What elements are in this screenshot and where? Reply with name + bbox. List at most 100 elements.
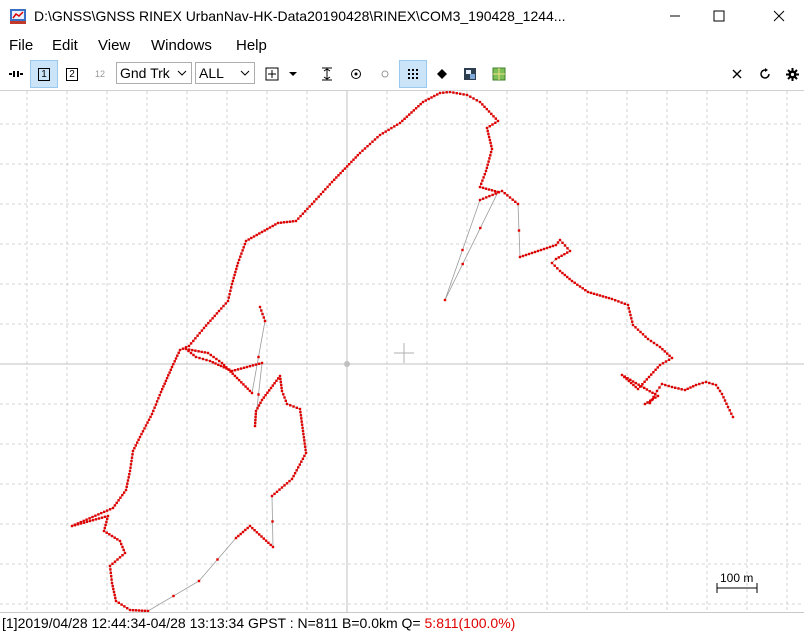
show-circle-icon[interactable] — [371, 60, 399, 88]
show-map-icon[interactable] — [485, 60, 513, 88]
connect-icon[interactable] — [2, 60, 30, 88]
track-point — [371, 140, 374, 143]
menu-view[interactable]: View — [98, 37, 131, 54]
track-point — [636, 328, 640, 331]
track-point — [130, 459, 133, 463]
track-point — [100, 511, 103, 515]
track-point — [233, 273, 236, 277]
show-points-icon[interactable] — [428, 60, 456, 88]
ground-track-canvas[interactable]: 100 m — [0, 83, 804, 613]
track-point — [144, 424, 148, 427]
track-point — [321, 190, 325, 193]
track-point — [310, 202, 314, 206]
track-point — [298, 407, 302, 411]
track-point — [403, 117, 406, 120]
show-center-icon[interactable] — [342, 60, 370, 88]
track-point — [197, 350, 200, 353]
track-point — [620, 301, 623, 304]
show-image-icon[interactable] — [456, 60, 484, 88]
menu-edit[interactable]: Edit — [52, 37, 78, 54]
ground-track-plot[interactable]: 100 m — [0, 83, 804, 613]
track-point — [262, 537, 265, 540]
track-point — [730, 412, 733, 415]
track-point — [617, 300, 620, 303]
clear-icon[interactable] — [723, 60, 751, 88]
track-point — [354, 156, 357, 159]
track-point — [126, 479, 130, 482]
solution-12-button[interactable]: 12 — [86, 60, 114, 88]
menu-windows[interactable]: Windows — [151, 37, 212, 54]
track-point — [105, 520, 108, 524]
track-point — [298, 463, 301, 466]
track-point — [154, 403, 158, 406]
track-point — [654, 368, 657, 371]
track-point — [317, 195, 320, 198]
solution-1-label: 1 — [38, 67, 50, 81]
track-point — [82, 521, 86, 524]
dropdown-arrow-icon[interactable] — [282, 60, 304, 88]
track-point — [116, 558, 119, 561]
close-button[interactable] — [756, 0, 802, 32]
track-point — [648, 390, 651, 393]
track-point — [652, 395, 655, 399]
track-point — [472, 97, 475, 100]
track-point — [484, 169, 488, 173]
track-point — [121, 493, 124, 497]
solution-2-button[interactable]: 2 — [58, 60, 86, 88]
solution-1-button[interactable]: 1 — [30, 60, 58, 88]
track-point — [202, 326, 206, 330]
track-point — [291, 220, 295, 223]
track-point — [614, 299, 617, 302]
track-point — [561, 271, 564, 275]
track-point — [500, 189, 504, 193]
track-point — [268, 389, 271, 392]
maximize-button[interactable] — [696, 0, 742, 32]
track-point — [97, 513, 100, 516]
minimize-button[interactable] — [652, 0, 698, 32]
track-point — [277, 377, 280, 380]
plot-type-select[interactable]: Gnd Trk — [116, 62, 192, 84]
track-point — [490, 189, 494, 192]
track-point — [229, 289, 232, 292]
track-point — [172, 363, 175, 366]
track-point — [494, 117, 497, 120]
track-point — [488, 157, 491, 160]
track-point — [121, 554, 124, 557]
track-point — [661, 348, 664, 351]
track-point — [209, 319, 212, 322]
track-point — [554, 243, 558, 247]
track-point — [158, 393, 161, 397]
track-point — [508, 196, 512, 199]
track-point — [117, 499, 120, 502]
track-point — [121, 545, 124, 549]
track-point — [111, 562, 114, 565]
fit-vertical-icon[interactable] — [313, 60, 341, 88]
show-grid-icon[interactable] — [399, 60, 427, 88]
track-point — [487, 188, 491, 191]
track-point — [295, 406, 298, 409]
track-point — [341, 169, 344, 172]
track-point — [146, 421, 149, 424]
track-point — [488, 138, 492, 142]
track-point — [345, 165, 349, 168]
track-point — [491, 193, 494, 197]
track-point — [91, 515, 94, 519]
track-point — [163, 382, 166, 385]
menu-help[interactable]: Help — [236, 37, 267, 54]
center-origin-icon[interactable] — [258, 60, 286, 88]
track-point — [698, 382, 701, 386]
track-point — [361, 149, 364, 152]
track-point — [239, 367, 243, 370]
satellite-select[interactable]: ALL — [195, 62, 255, 84]
track-point — [109, 571, 112, 574]
track-point — [239, 255, 242, 258]
menu-file[interactable]: File — [9, 37, 34, 54]
gear-icon[interactable] — [778, 60, 804, 88]
track-point — [250, 391, 254, 395]
track-point — [726, 405, 730, 409]
track-point — [554, 257, 558, 261]
track-point — [280, 386, 283, 390]
track-point — [128, 608, 132, 612]
reload-icon[interactable] — [751, 60, 779, 88]
track-point — [335, 176, 338, 179]
